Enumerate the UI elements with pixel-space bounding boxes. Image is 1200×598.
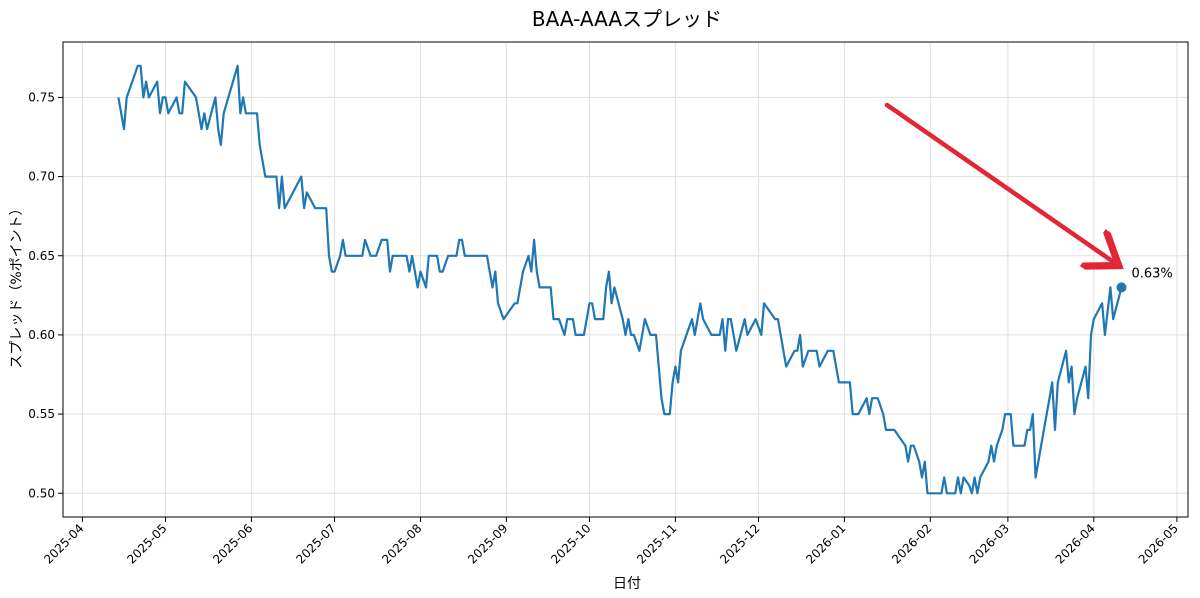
x-tick-label: 2026-02 — [889, 521, 934, 566]
x-tick-label: 2025-06 — [210, 521, 255, 566]
grid — [63, 42, 1188, 517]
x-axis-label: 日付 — [613, 576, 641, 592]
x-tick-label: 2025-04 — [41, 521, 86, 566]
y-axis: 0.50 0.55 0.60 0.65 0.70 0.75 — [28, 90, 63, 500]
x-tick-label: 2025-08 — [379, 521, 424, 566]
plot-area — [62, 41, 1189, 518]
x-tick-label: 2025-05 — [124, 521, 169, 566]
x-tick-label: 2026-03 — [967, 521, 1012, 566]
x-tick-label: 2025-10 — [548, 521, 593, 566]
trend-arrow — [884, 102, 1115, 263]
y-tick-label: 0.50 — [28, 486, 55, 500]
series-line — [117, 64, 1123, 495]
chart-title: BAA-AAAスプレッド — [532, 7, 722, 31]
x-tick-label: 2025-11 — [634, 521, 679, 566]
y-tick-label: 0.75 — [28, 90, 55, 104]
x-tick-label: 2025-09 — [465, 521, 510, 566]
last-point-label: 0.63% — [1131, 266, 1172, 281]
x-tick-label: 2026-05 — [1136, 521, 1181, 566]
y-tick-label: 0.60 — [28, 328, 55, 342]
y-tick-label: 0.55 — [28, 407, 55, 421]
x-tick-label: 2025-07 — [293, 521, 338, 566]
y-tick-label: 0.70 — [28, 170, 55, 184]
x-axis: 2025-04 2025-05 2025-06 2025-07 2025-08 2025-… — [41, 517, 1181, 567]
y-axis-label: スプレッド（%ポイント） — [9, 201, 25, 368]
x-tick-label: 2025-12 — [717, 521, 762, 566]
x-tick-label: 2026-04 — [1053, 521, 1098, 566]
y-tick-label: 0.65 — [28, 249, 55, 263]
x-tick-label: 2026-01 — [803, 521, 848, 566]
last-point-marker — [1116, 282, 1127, 293]
